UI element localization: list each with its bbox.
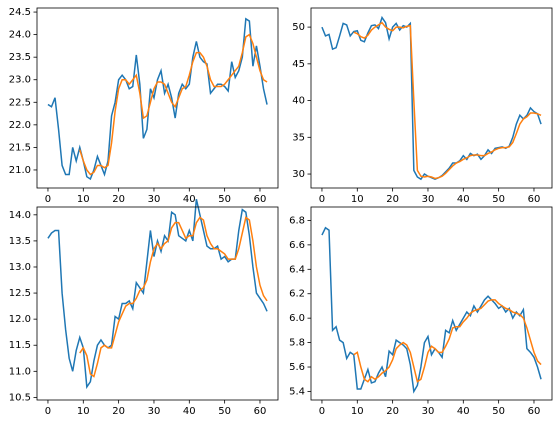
y-tick-label: 35 <box>292 132 305 143</box>
axes-frame <box>310 206 553 401</box>
x-tick-label: 50 <box>492 194 505 205</box>
y-tick-label: 13.0 <box>9 262 31 273</box>
y-tick-label: 6.6 <box>289 240 305 251</box>
x-tick-label: 60 <box>528 194 541 205</box>
x-tick-label: 10 <box>77 406 90 417</box>
x-tick-label: 40 <box>183 194 196 205</box>
y-tick-label: 23.5 <box>9 52 31 63</box>
x-tick-label: 20 <box>386 406 399 417</box>
x-tick-label: 20 <box>112 406 125 417</box>
x-tick-label: 60 <box>254 406 267 417</box>
x-tick-label: 0 <box>45 406 51 417</box>
x-tick-label: 10 <box>351 194 364 205</box>
x-tick-label: 50 <box>492 406 505 417</box>
x-tick-label: 60 <box>528 406 541 417</box>
data-line <box>47 17 268 181</box>
data-line <box>321 226 542 394</box>
x-tick-label: 50 <box>218 406 231 417</box>
y-tick-label: 11.5 <box>9 340 31 351</box>
x-tick-label: 30 <box>422 194 435 205</box>
data-line <box>353 299 542 383</box>
y-tick-label: 24.0 <box>9 30 31 41</box>
x-tick-label: 30 <box>148 194 161 205</box>
x-tick-label: 40 <box>457 406 470 417</box>
x-tick-label: 20 <box>386 194 399 205</box>
x-tick-label: 20 <box>112 194 125 205</box>
x-tick-label: 10 <box>77 194 90 205</box>
y-tick-label: 6.4 <box>289 264 305 275</box>
y-tick-label: 22.0 <box>9 120 31 131</box>
y-tick-label: 5.8 <box>289 338 305 349</box>
y-tick-label: 24.5 <box>9 7 31 18</box>
y-tick-label: 30 <box>292 169 305 180</box>
x-tick-label: 0 <box>319 406 325 417</box>
y-tick-label: 40 <box>292 96 305 107</box>
axes-frame <box>36 7 279 189</box>
data-line <box>79 33 268 176</box>
x-tick-label: 30 <box>148 406 161 417</box>
x-tick-label: 10 <box>351 406 364 417</box>
x-tick-label: 0 <box>45 194 51 205</box>
y-tick-label: 6.2 <box>289 289 305 300</box>
y-tick-label: 5.6 <box>289 362 305 373</box>
y-tick-label: 6.0 <box>289 313 305 324</box>
y-tick-label: 13.5 <box>9 236 31 247</box>
data-line <box>79 216 268 378</box>
y-tick-label: 22.5 <box>9 97 31 108</box>
y-tick-label: 10.5 <box>9 392 31 403</box>
y-tick-label: 11.0 <box>9 366 31 377</box>
y-tick-label: 5.4 <box>289 386 305 397</box>
data-line <box>321 15 542 181</box>
y-tick-label: 12.5 <box>9 288 31 299</box>
y-tick-label: 23.0 <box>9 75 31 86</box>
x-tick-label: 40 <box>183 406 196 417</box>
y-tick-label: 12.0 <box>9 314 31 325</box>
data-line <box>353 21 542 180</box>
axes-frame <box>310 7 553 189</box>
x-tick-label: 0 <box>319 194 325 205</box>
x-tick-label: 50 <box>218 194 231 205</box>
y-tick-label: 50 <box>292 22 305 33</box>
x-tick-label: 40 <box>457 194 470 205</box>
x-tick-label: 60 <box>254 194 267 205</box>
y-tick-label: 21.0 <box>9 165 31 176</box>
y-tick-label: 6.8 <box>289 215 305 226</box>
y-tick-label: 14.0 <box>9 210 31 221</box>
data-line <box>47 199 268 390</box>
y-tick-label: 21.5 <box>9 142 31 153</box>
x-tick-label: 30 <box>422 406 435 417</box>
y-tick-label: 45 <box>292 59 305 70</box>
axes-frame <box>36 206 279 401</box>
